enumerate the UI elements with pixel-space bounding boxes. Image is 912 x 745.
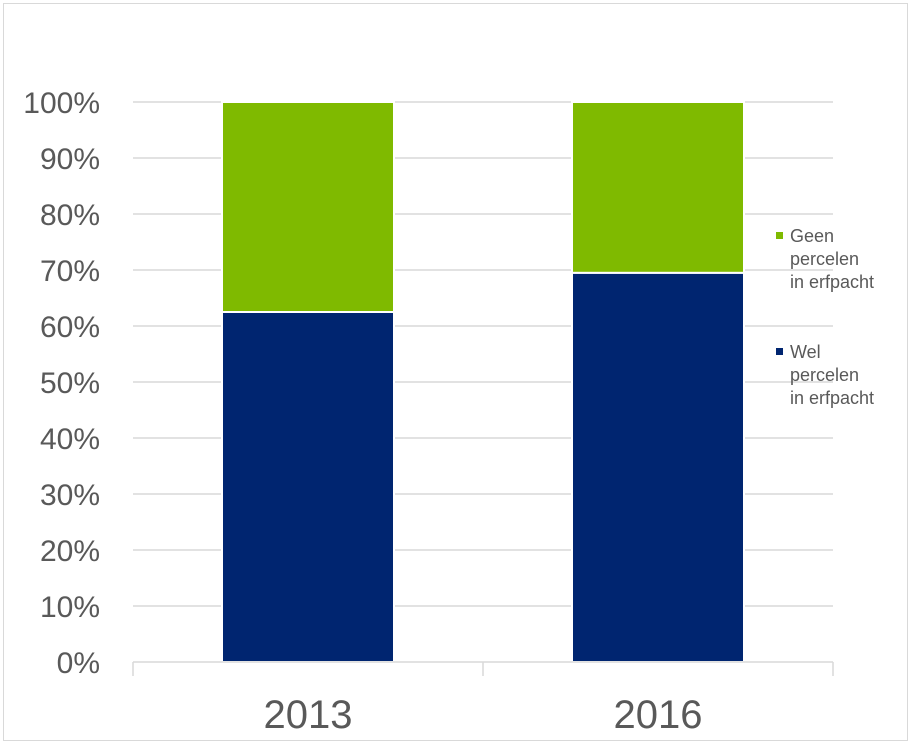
x-tick-label: 2013 (264, 693, 353, 737)
legend-label: in erfpacht (790, 388, 874, 408)
y-tick-label: 10% (40, 591, 100, 624)
y-axis: 0% 10% 20% 30% 40% 50% 60% 70% 80% 90% 100% (23, 87, 100, 680)
y-tick-label: 90% (40, 143, 100, 176)
legend-label: percelen (790, 249, 859, 269)
y-tick-label: 30% (40, 479, 100, 512)
legend-label: in erfpacht (790, 272, 874, 292)
y-tick-label: 50% (40, 367, 100, 400)
y-tick-label: 60% (40, 311, 100, 344)
y-tick-label: 20% (40, 535, 100, 568)
y-tick-label: 70% (40, 255, 100, 288)
bars (221, 101, 745, 663)
bar-segment-geen-2016 (571, 101, 745, 274)
legend: Geen percelen in erfpacht Wel percelen in erf… (776, 226, 874, 408)
y-tick-label: 0% (57, 647, 100, 680)
bar-segment-wel-2013 (221, 311, 395, 663)
legend-label: Wel (790, 342, 821, 362)
x-axis: 2013 2016 (132, 661, 834, 737)
legend-swatch (776, 348, 783, 355)
legend-label: Geen (790, 226, 834, 246)
x-tick-label: 2016 (614, 693, 703, 737)
legend-label: percelen (790, 365, 859, 385)
y-tick-label: 80% (40, 199, 100, 232)
chart-frame (3, 3, 908, 741)
bar-segment-geen-2013 (221, 101, 395, 313)
legend-swatch (776, 232, 783, 239)
bar-segment-wel-2016 (571, 271, 745, 663)
y-tick-label: 100% (23, 87, 100, 120)
y-tick-label: 40% (40, 423, 100, 456)
